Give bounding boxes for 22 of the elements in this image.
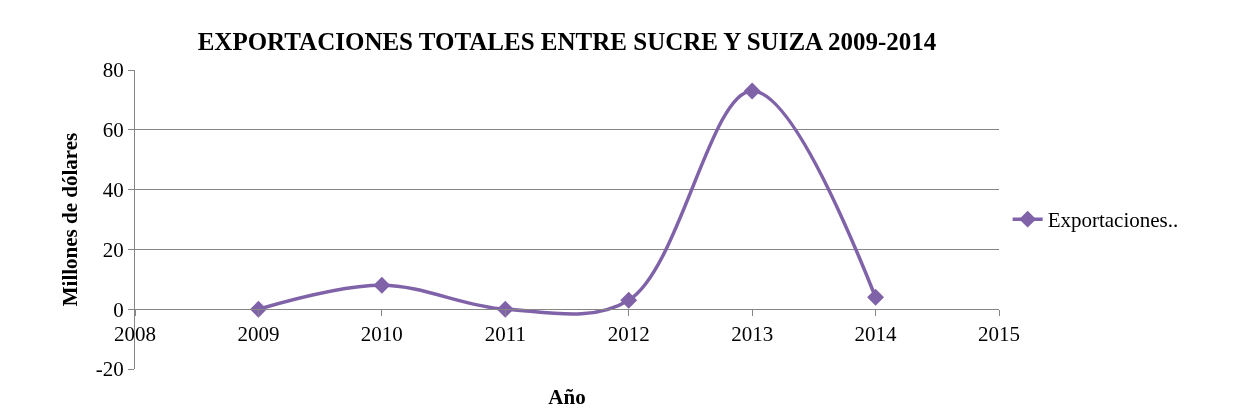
point: [867, 288, 885, 306]
x-tick-label: 2013: [731, 322, 774, 347]
chart-title: EXPORTACIONES TOTALES ENTRE SUCRE Y SUIZA 2009-2014: [197, 28, 937, 56]
x-tick-label: 2009: [237, 322, 280, 347]
y-tick-label: 0: [113, 297, 124, 322]
x-tick-label: 2008: [114, 322, 156, 347]
x-tick-label: 2011: [484, 322, 526, 347]
x-axis-title: Año: [548, 385, 586, 409]
legend-label: Exportaciones..: [1047, 208, 1179, 233]
x-tick-label: 2014: [854, 322, 898, 347]
y-tick-label: 80: [102, 58, 124, 83]
point: [743, 82, 761, 100]
y-tick-label: -20: [95, 357, 124, 382]
x-tick-label: 2010: [360, 322, 403, 347]
y-tick-label: 20: [102, 237, 124, 262]
y-tick-label: 40: [102, 177, 124, 202]
x-tick-label: 2015: [978, 322, 1020, 347]
point: [620, 291, 638, 309]
point: [373, 276, 391, 294]
x-tick-label: 2012: [607, 322, 650, 347]
y-tick-label: 60: [102, 118, 124, 143]
y-axis-title: Millones de dólares: [57, 132, 82, 307]
